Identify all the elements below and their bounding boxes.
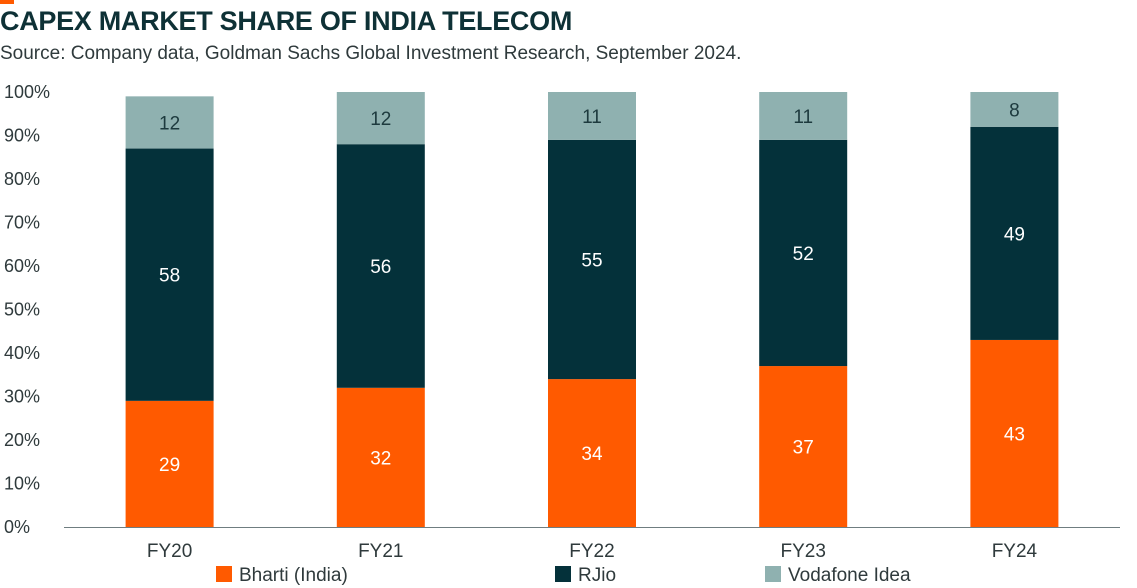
bar-segment: [336, 92, 425, 145]
y-tick-label: 60%: [4, 256, 40, 276]
y-tick-label: 30%: [4, 387, 40, 407]
accent-bar: [0, 0, 14, 4]
legend-label: RJio: [578, 565, 616, 586]
bar-segment: [970, 339, 1059, 527]
data-label: 58: [159, 266, 180, 287]
bar-segment: [125, 400, 214, 527]
y-tick-label: 80%: [4, 169, 40, 189]
bar-segment: [336, 144, 425, 388]
x-tick-label: FY20: [147, 541, 192, 562]
bar-segment: [336, 387, 425, 527]
bar-segment: [548, 92, 636, 140]
legend-swatch: [555, 566, 571, 582]
bar-segment: [759, 139, 848, 367]
x-tick-label: FY21: [358, 541, 403, 562]
y-tick-label: 0%: [4, 517, 30, 537]
y-tick-label: 50%: [4, 300, 40, 320]
legend-label: Vodafone Idea: [788, 565, 911, 586]
bar-segment: [970, 126, 1059, 340]
y-tick-label: 90%: [4, 126, 40, 146]
data-label: 29: [159, 455, 180, 476]
y-tick-label: 40%: [4, 343, 40, 363]
bar-segment: [759, 366, 848, 527]
data-label: 49: [1004, 224, 1025, 245]
legend-label: Bharti (India): [239, 565, 348, 586]
x-tick-label: FY24: [992, 541, 1038, 562]
x-tick-label: FY22: [569, 541, 614, 562]
bar-segment: [125, 148, 214, 401]
x-tick-label: FY23: [780, 541, 825, 562]
legend-swatch: [216, 566, 232, 582]
data-label: 12: [159, 113, 180, 134]
data-label: 43: [1004, 424, 1025, 445]
chart-subtitle: Source: Company data, Goldman Sachs Glob…: [0, 43, 742, 64]
bar-segment: [970, 92, 1059, 127]
data-label: 52: [793, 244, 814, 265]
y-tick-label: 10%: [4, 474, 40, 494]
bar-segment: [125, 96, 214, 149]
y-tick-label: 20%: [4, 430, 40, 450]
legend-swatch: [765, 566, 781, 582]
data-label: 32: [370, 448, 391, 469]
data-label: 8: [1009, 100, 1020, 121]
data-label: 34: [581, 444, 603, 465]
data-label: 11: [582, 107, 602, 128]
data-label: 11: [793, 107, 813, 128]
data-label: 37: [793, 438, 814, 459]
chart-title: CAPEX MARKET SHARE OF INDIA TELECOM: [0, 6, 573, 36]
data-label: 56: [370, 257, 391, 278]
data-label: 12: [370, 109, 391, 130]
bar-segment: [548, 379, 636, 527]
y-tick-label: 100%: [4, 82, 50, 102]
bar-segment: [759, 92, 848, 140]
y-tick-label: 70%: [4, 213, 40, 233]
bar-segment: [548, 139, 636, 380]
data-label: 55: [581, 250, 602, 271]
